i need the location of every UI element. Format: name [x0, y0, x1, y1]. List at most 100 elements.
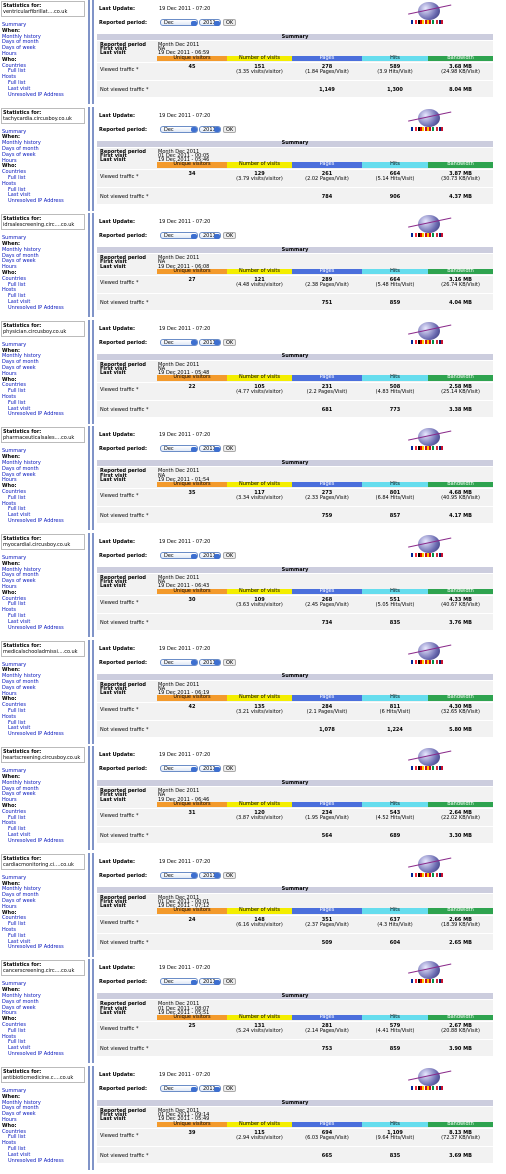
month-select[interactable]: Dec — [160, 232, 198, 240]
year-select[interactable]: 2011 — [199, 232, 221, 240]
menu-link[interactable]: Summary — [2, 874, 27, 881]
year-select[interactable]: 2011 — [199, 125, 221, 133]
menu-link[interactable]: Last visit — [8, 299, 31, 305]
menu-link[interactable]: Last visit — [8, 725, 31, 732]
menu-link[interactable]: Unresolved IP Address — [8, 731, 64, 738]
menu-link[interactable]: Monthly history — [2, 993, 41, 999]
menu-link[interactable]: Full list — [8, 921, 26, 928]
year-select[interactable]: 2011 — [199, 871, 221, 879]
ok-button[interactable]: OK — [223, 871, 237, 879]
menu-link[interactable]: Full list — [8, 1146, 26, 1152]
menu-link[interactable]: Summary — [2, 768, 27, 775]
menu-link[interactable]: Full list — [8, 186, 26, 193]
menu-link[interactable]: Last visit — [8, 192, 31, 199]
menu-link[interactable]: Monthly history — [2, 1099, 41, 1106]
menu-link[interactable]: Full list — [8, 175, 26, 181]
menu-link[interactable]: Summary — [2, 1088, 27, 1094]
menu-link[interactable]: Days of month — [2, 785, 39, 792]
menu-link[interactable]: Countries — [2, 62, 26, 69]
ok-button[interactable]: OK — [223, 232, 237, 240]
month-select[interactable]: Dec — [160, 125, 198, 133]
month-select[interactable]: Dec — [160, 445, 198, 453]
menu-link[interactable]: Days of month — [2, 252, 39, 259]
menu-link[interactable]: Hours — [2, 477, 17, 484]
menu-link[interactable]: Hours — [2, 690, 17, 697]
ok-button[interactable]: OK — [223, 658, 237, 666]
menu-link[interactable]: Monthly history — [2, 779, 41, 786]
menu-link[interactable]: Unresolved IP Address — [8, 518, 64, 524]
menu-link[interactable]: Monthly history — [2, 353, 41, 360]
menu-link[interactable]: Unresolved IP Address — [8, 411, 64, 418]
menu-link[interactable]: Days of week — [2, 791, 36, 798]
menu-link[interactable]: Countries — [2, 169, 26, 176]
menu-link[interactable]: Hours — [2, 584, 17, 590]
menu-link[interactable]: Monthly history — [2, 246, 41, 253]
menu-link[interactable]: Days of month — [2, 998, 39, 1005]
year-select[interactable]: 2011 — [199, 978, 221, 986]
ok-button[interactable]: OK — [223, 445, 237, 453]
menu-link[interactable]: Hours — [2, 157, 17, 164]
year-select[interactable]: 2011 — [199, 19, 221, 26]
menu-link[interactable]: Days of week — [2, 578, 36, 585]
menu-link[interactable]: Days of month — [2, 146, 39, 152]
menu-link[interactable]: Last visit — [8, 512, 31, 519]
menu-link[interactable]: Hosts — [2, 713, 16, 720]
ok-button[interactable]: OK — [223, 978, 237, 986]
menu-link[interactable]: Days of week — [2, 258, 36, 265]
month-select[interactable]: Dec — [160, 978, 198, 986]
menu-link[interactable]: Monthly history — [2, 566, 41, 573]
menu-link[interactable]: Summary — [2, 128, 27, 135]
menu-link[interactable]: Unresolved IP Address — [8, 837, 64, 844]
menu-link[interactable]: Unresolved IP Address — [8, 944, 64, 951]
menu-link[interactable]: Full list — [8, 826, 26, 833]
menu-link[interactable]: Last visit — [8, 832, 31, 838]
menu-link[interactable]: Hours — [2, 1117, 17, 1123]
menu-link[interactable]: Last visit — [8, 1045, 31, 1052]
menu-link[interactable]: Monthly history — [2, 33, 41, 40]
menu-link[interactable]: Monthly history — [2, 886, 41, 893]
menu-link[interactable]: Hours — [2, 1010, 17, 1017]
menu-link[interactable]: Days of month — [2, 892, 39, 899]
menu-link[interactable]: Summary — [2, 448, 27, 455]
menu-link[interactable]: Countries — [2, 275, 26, 282]
ok-button[interactable]: OK — [223, 19, 237, 26]
menu-link[interactable]: Days of week — [2, 471, 36, 478]
menu-link[interactable]: Days of month — [2, 679, 39, 685]
month-select[interactable]: Dec — [160, 765, 198, 773]
menu-link[interactable]: Hosts — [2, 1140, 16, 1147]
ok-button[interactable]: OK — [223, 552, 237, 559]
menu-link[interactable]: Full list — [8, 613, 26, 619]
ok-button[interactable]: OK — [223, 125, 237, 133]
month-select[interactable]: Dec — [160, 19, 198, 26]
menu-link[interactable]: Hosts — [2, 287, 16, 294]
menu-link[interactable]: Full list — [8, 601, 26, 608]
menu-link[interactable]: Full list — [8, 814, 26, 821]
menu-link[interactable]: Hours — [2, 797, 17, 804]
menu-link[interactable]: Days of week — [2, 365, 36, 371]
ok-button[interactable]: OK — [223, 765, 237, 773]
menu-link[interactable]: Full list — [8, 1134, 26, 1141]
month-select[interactable]: Dec — [160, 1085, 198, 1092]
menu-link[interactable]: Full list — [8, 293, 26, 300]
menu-link[interactable]: Days of month — [2, 359, 39, 366]
menu-link[interactable]: Days of week — [2, 151, 36, 158]
menu-link[interactable]: Hosts — [2, 607, 16, 614]
menu-link[interactable]: Hosts — [2, 180, 16, 187]
menu-link[interactable]: Summary — [2, 981, 27, 988]
menu-link[interactable]: Full list — [8, 719, 26, 726]
menu-link[interactable]: Hosts — [2, 500, 16, 507]
ok-button[interactable]: OK — [223, 338, 237, 346]
menu-link[interactable]: Summary — [2, 235, 27, 242]
month-select[interactable]: Dec — [160, 338, 198, 346]
menu-link[interactable]: Last visit — [8, 405, 31, 412]
menu-link[interactable]: Last visit — [8, 618, 31, 625]
menu-link[interactable]: Hosts — [2, 820, 16, 827]
menu-link[interactable]: Days of month — [2, 1105, 39, 1112]
menu-link[interactable]: Monthly history — [2, 140, 41, 147]
menu-link[interactable]: Summary — [2, 661, 27, 668]
menu-link[interactable]: Last visit — [8, 85, 31, 92]
menu-link[interactable]: Hosts — [2, 927, 16, 933]
menu-link[interactable]: Countries — [2, 808, 26, 815]
menu-link[interactable]: Hosts — [2, 394, 16, 400]
menu-link[interactable]: Hosts — [2, 74, 16, 81]
